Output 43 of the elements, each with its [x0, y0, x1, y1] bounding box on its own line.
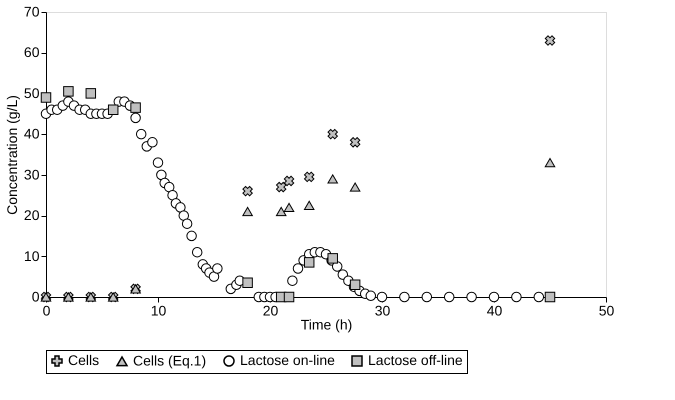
point	[544, 35, 556, 46]
point	[544, 158, 556, 168]
point	[327, 174, 338, 184]
y-tick-label: 30	[24, 166, 40, 182]
point	[276, 206, 286, 216]
y-tick-label: 10	[24, 248, 40, 264]
x-tick-label: 10	[150, 302, 166, 318]
x-tick-label: 50	[598, 302, 614, 318]
point	[86, 88, 96, 99]
x-tick-label: 40	[486, 302, 502, 318]
x-tick-label: 20	[262, 302, 278, 318]
point	[284, 202, 294, 212]
legend-label: Lactose on-line	[240, 352, 336, 368]
y-tick-label: 70	[24, 4, 40, 20]
point	[304, 172, 314, 182]
point	[284, 292, 294, 302]
point	[108, 104, 118, 115]
x-tick-label: 0	[42, 302, 51, 318]
legend-label: Cells (Eq.1)	[133, 352, 206, 368]
point	[304, 257, 314, 268]
legend-label: Lactose off-line	[368, 352, 463, 368]
point	[130, 102, 141, 113]
point	[304, 200, 314, 210]
y-tick-label: 40	[24, 126, 40, 142]
point	[242, 206, 253, 216]
point	[328, 128, 338, 140]
point	[242, 278, 253, 288]
point	[40, 92, 52, 103]
point	[276, 182, 286, 192]
y-axis-title: Concentration (g/L)	[4, 95, 20, 215]
point	[350, 182, 360, 192]
point	[63, 86, 74, 97]
point	[544, 292, 556, 302]
point	[242, 186, 253, 196]
x-axis-title: Time (h)	[300, 316, 352, 332]
point	[284, 176, 294, 186]
y-tick-label: 50	[24, 84, 40, 101]
y-tick-label: 20	[24, 207, 40, 224]
x-tick-label: 30	[374, 302, 390, 318]
y-tick-label: 60	[24, 44, 40, 60]
legend-label: Cells	[68, 352, 100, 368]
y-tick-label: 0	[32, 288, 40, 304]
point	[350, 137, 360, 148]
